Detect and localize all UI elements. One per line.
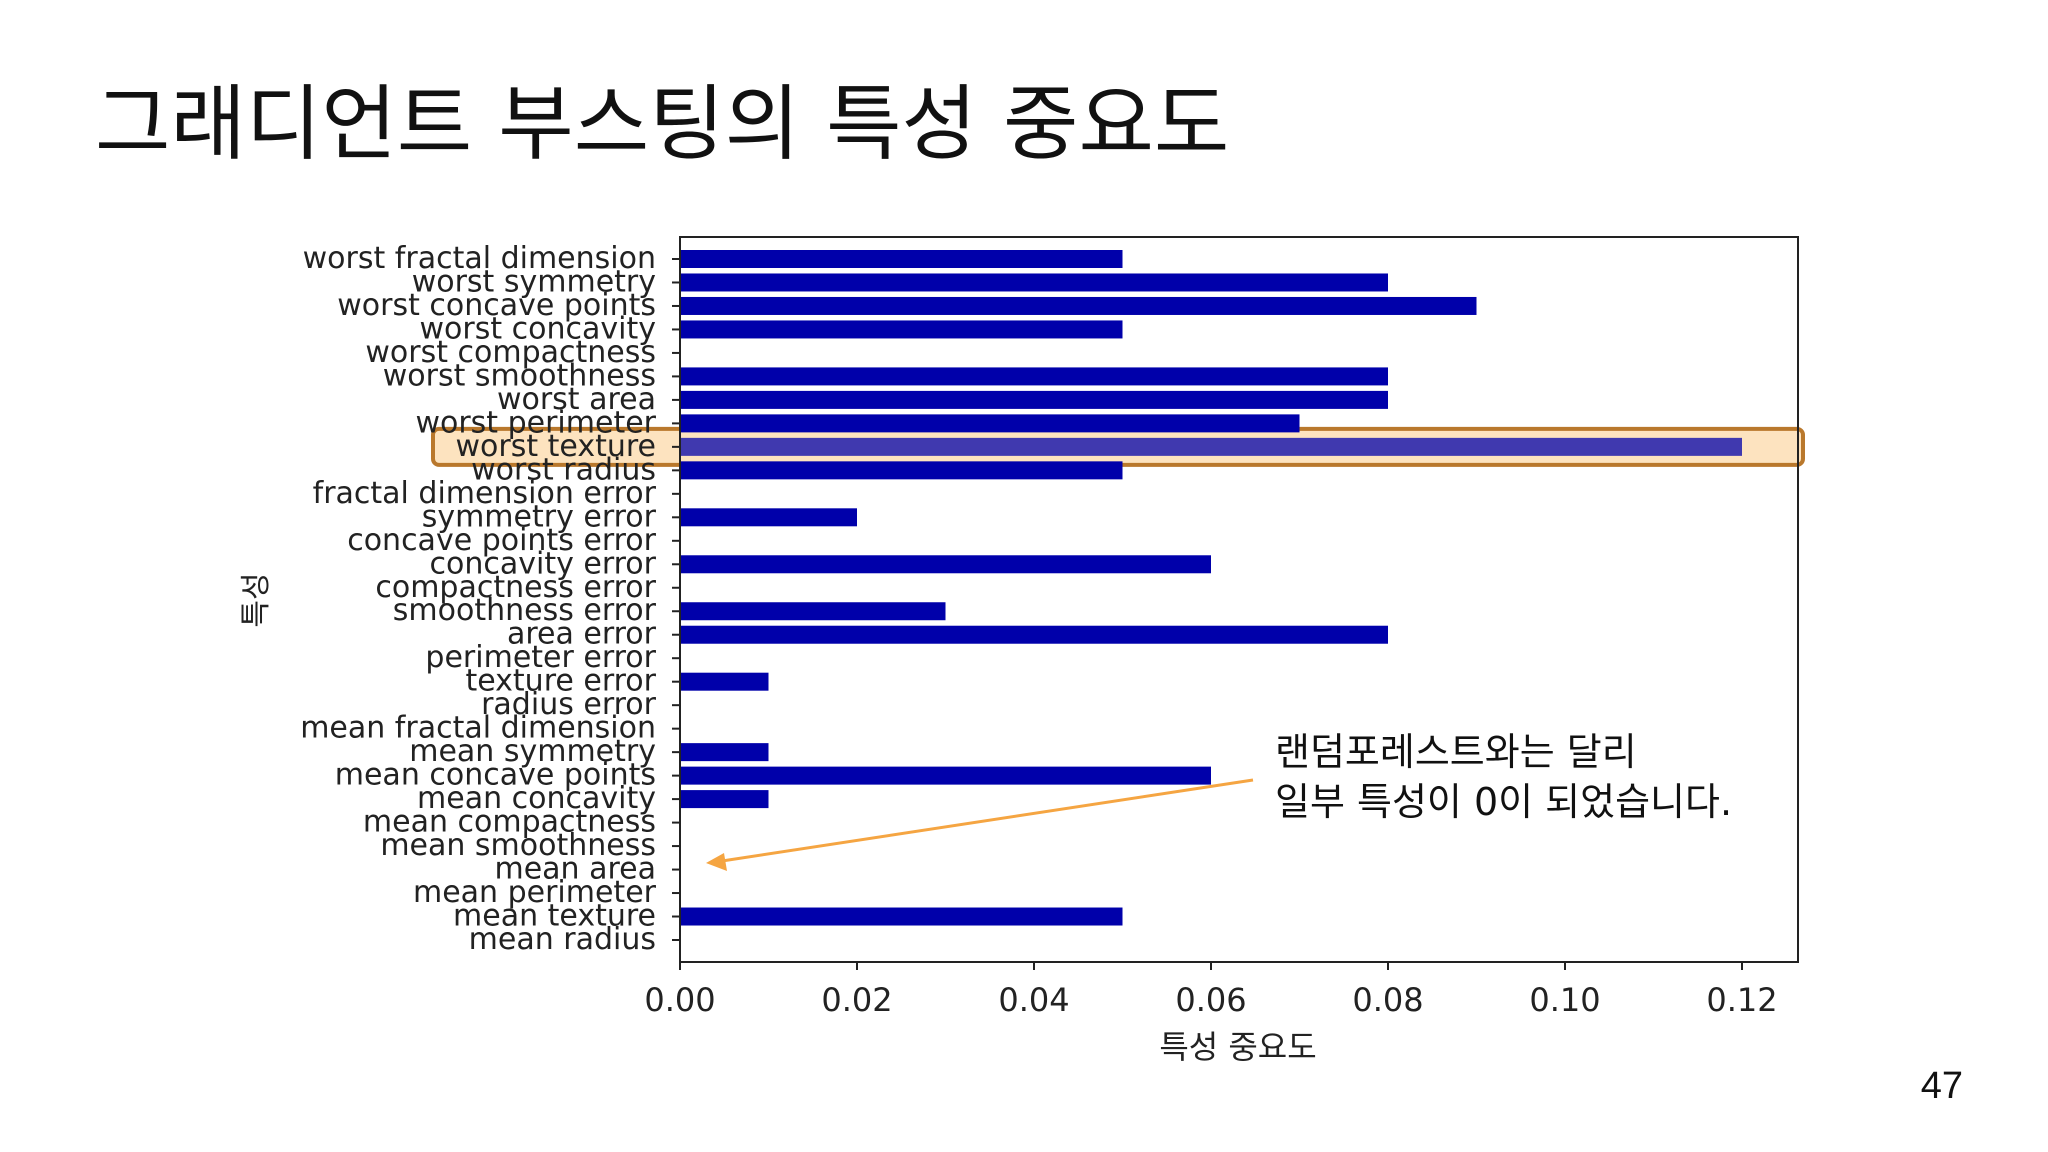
y-tick-label: worst smoothness	[383, 358, 656, 393]
y-tick-label: fractal dimension error	[313, 476, 657, 511]
y-tick-label: worst radius	[471, 452, 656, 487]
bar-worst-area	[680, 390, 1388, 409]
x-tick-label: 0.10	[1529, 981, 1600, 1019]
bar-area-error	[680, 625, 1388, 644]
x-tick-label: 0.00	[644, 981, 715, 1019]
y-tick-label: worst symmetry	[412, 264, 656, 299]
bar-mean-concave-points	[680, 766, 1211, 785]
y-tick-label: worst area	[497, 382, 656, 417]
y-tick-label: worst fractal dimension	[303, 241, 656, 276]
y-axis-label: 특성	[239, 572, 274, 627]
bar-mean-texture	[680, 907, 1123, 926]
bar-mean-symmetry	[680, 743, 769, 762]
annotation-arrow-head	[706, 853, 727, 871]
bar-worst-perimeter	[680, 414, 1300, 433]
y-tick-label: mean symmetry	[409, 734, 656, 769]
annotation-arrow-line	[721, 778, 1254, 863]
bar-worst-texture	[680, 437, 1742, 456]
bar-smoothness-error	[680, 602, 946, 621]
x-tick-label: 0.08	[1352, 981, 1423, 1019]
annotation-line-2: 일부 특성이 0이 되었습니다.	[1275, 780, 1733, 824]
bar-texture-error	[680, 672, 769, 691]
y-tick-label: worst texture	[455, 429, 656, 464]
y-tick-label: worst perimeter	[415, 405, 656, 440]
y-tick-label: smoothness error	[393, 593, 657, 628]
bar-symmetry-error	[680, 508, 857, 527]
bar-worst-concavity	[680, 320, 1123, 339]
x-tick-label: 0.02	[821, 981, 892, 1019]
plot-frame	[679, 236, 1799, 963]
page-number: 47	[1920, 1065, 1963, 1107]
annotation-line-1: 랜덤포레스트와는 달리	[1275, 730, 1637, 774]
bar-worst-symmetry	[680, 273, 1388, 292]
bar-worst-concave-points	[680, 296, 1477, 315]
y-tick-label: texture error	[465, 664, 656, 699]
bar-worst-smoothness	[680, 367, 1388, 386]
annotation-text: 랜덤포레스트와는 달리 일부 특성이 0이 되었습니다.	[1275, 727, 1732, 827]
bar-mean-concavity	[680, 790, 769, 809]
x-tick-label: 0.04	[998, 981, 1069, 1019]
y-tick-label: worst concave points	[337, 288, 656, 323]
y-tick-label: mean compactness	[363, 805, 656, 840]
y-tick-label: mean fractal dimension	[300, 711, 656, 746]
bar-worst-fractal-dimension	[680, 250, 1123, 268]
y-tick-label: mean perimeter	[413, 875, 657, 910]
bar-concavity-error	[680, 555, 1211, 574]
y-tick-label: mean area	[494, 852, 656, 887]
y-tick-label: mean texture	[453, 899, 656, 934]
y-tick-label: symmetry error	[422, 499, 657, 534]
y-tick-label: concave points error	[347, 523, 656, 558]
slide-title: 그래디언트 부스팅의 특성 중요도	[95, 77, 1230, 172]
y-tick-label: concavity error	[429, 546, 656, 581]
y-tick-label: worst compactness	[365, 335, 656, 370]
y-tick-label: radius error	[481, 687, 657, 722]
y-tick-label: mean concave points	[335, 758, 656, 793]
y-tick-label: compactness error	[375, 570, 656, 605]
y-tick-label: mean radius	[469, 922, 656, 957]
x-tick-label: 0.12	[1706, 981, 1777, 1019]
y-tick-label: worst concavity	[420, 311, 657, 346]
x-axis-label: 특성 중요도	[1159, 1028, 1316, 1066]
y-tick-label: mean smoothness	[380, 828, 656, 863]
bar-worst-radius	[680, 461, 1123, 480]
y-tick-label: perimeter error	[425, 640, 656, 675]
y-tick-label: area error	[507, 617, 657, 652]
y-tick-label: mean concavity	[417, 781, 656, 816]
x-tick-label: 0.06	[1175, 981, 1246, 1019]
